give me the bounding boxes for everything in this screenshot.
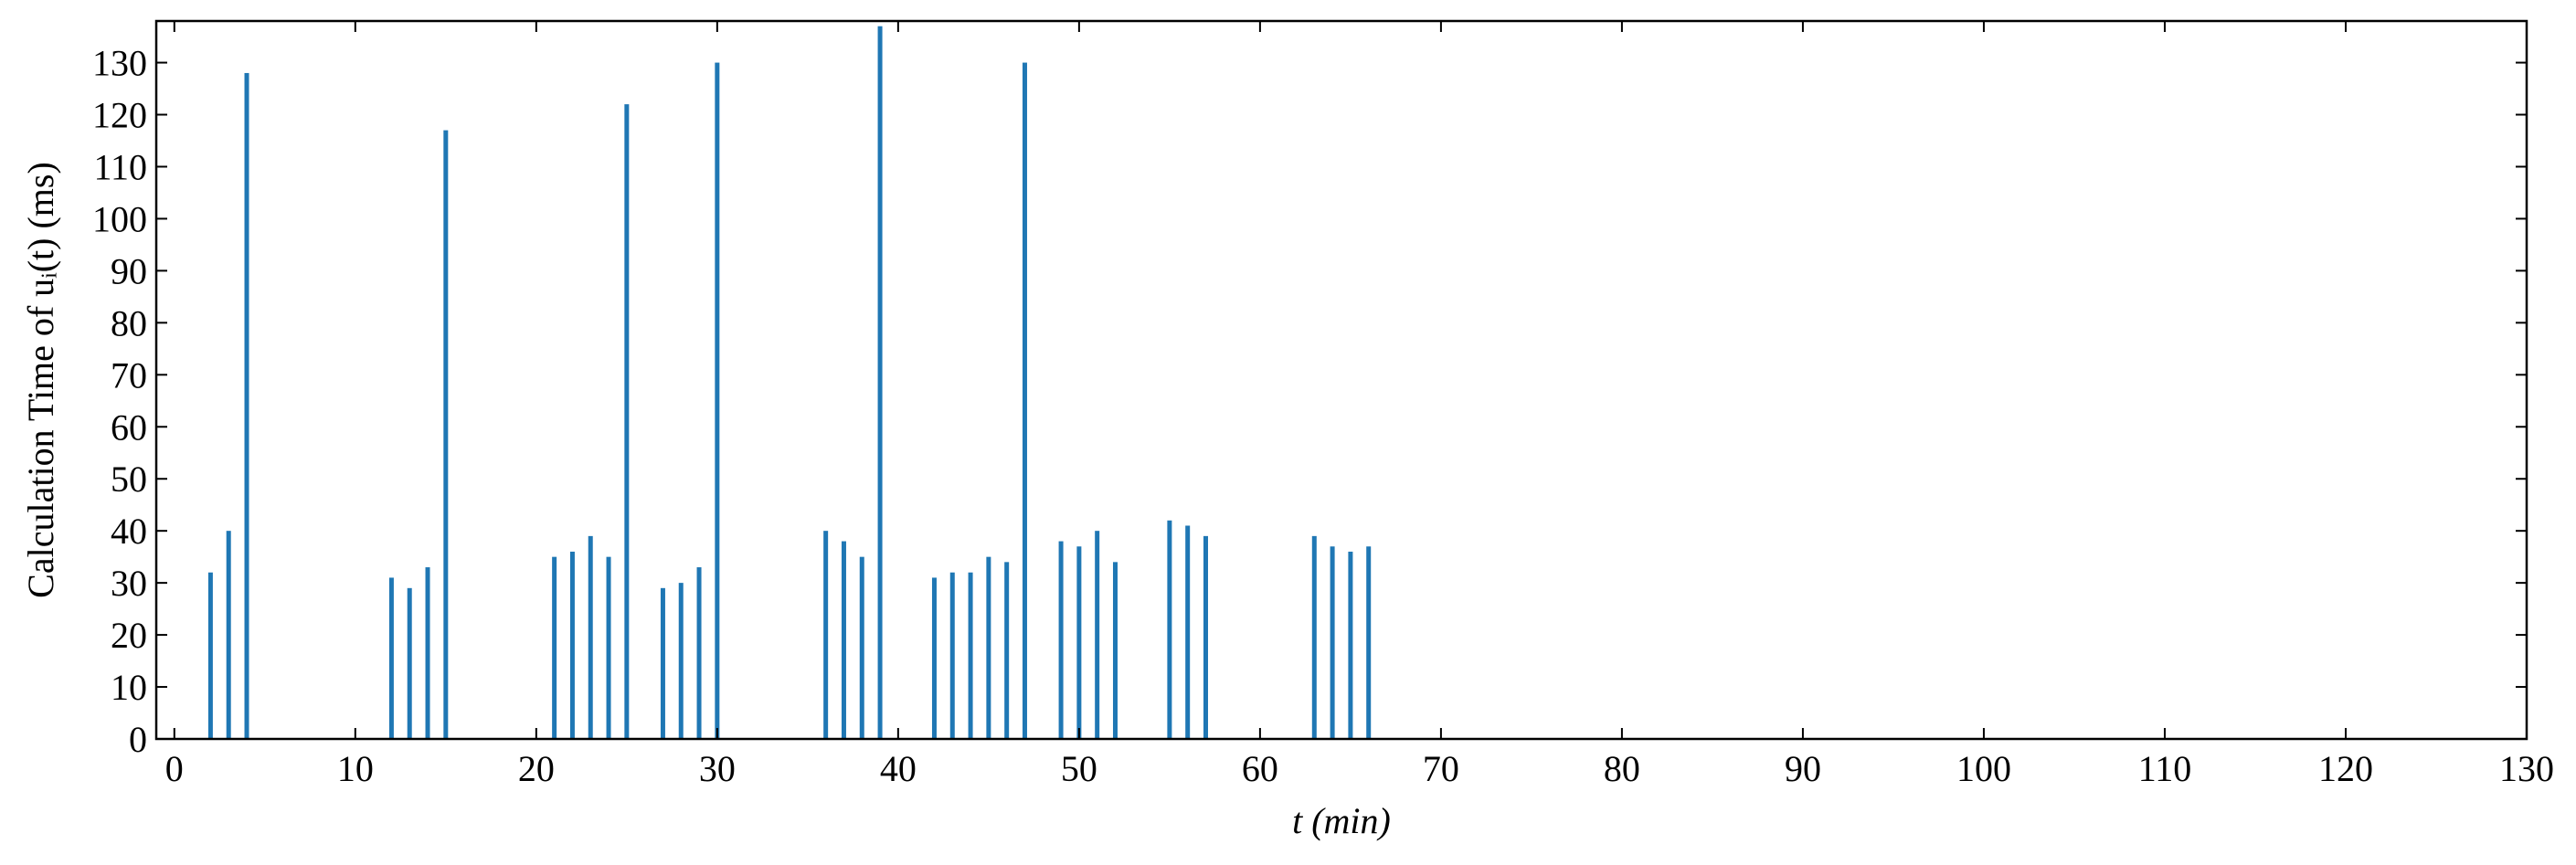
x-tick-label: 80	[1604, 748, 1640, 789]
bar	[1348, 551, 1353, 739]
bar	[1330, 546, 1335, 739]
bar	[841, 541, 846, 739]
y-tick-label: 110	[93, 146, 147, 187]
bar	[226, 531, 231, 739]
y-tick-label: 130	[92, 43, 147, 84]
y-tick-label: 60	[111, 406, 147, 448]
y-tick-label: 100	[92, 198, 147, 239]
bar	[877, 26, 883, 739]
bar	[823, 531, 829, 739]
y-axis-label: Calculation Time of uᵢ(t) (ms)	[20, 162, 61, 598]
y-tick-label: 80	[111, 302, 147, 343]
bar	[1076, 546, 1082, 739]
bar	[443, 130, 449, 739]
bar	[425, 567, 430, 739]
bar	[931, 577, 937, 739]
bar	[407, 587, 412, 739]
bar	[859, 556, 864, 739]
x-tick-label: 60	[1242, 748, 1278, 789]
x-tick-label: 10	[337, 748, 374, 789]
y-tick-label: 20	[111, 615, 147, 656]
y-tick-label: 30	[111, 563, 147, 604]
bar	[1058, 541, 1064, 739]
bar	[569, 551, 575, 739]
x-tick-label: 110	[2138, 748, 2192, 789]
bar	[986, 556, 991, 739]
x-tick-label: 50	[1061, 748, 1097, 789]
bar	[1311, 535, 1317, 739]
bar	[678, 583, 684, 739]
bar	[207, 572, 213, 739]
bar	[949, 572, 955, 739]
bar	[388, 577, 394, 739]
bar	[1366, 546, 1372, 739]
bar	[715, 62, 720, 740]
y-tick-label: 40	[111, 511, 147, 552]
x-tick-label: 120	[2318, 748, 2373, 789]
bar	[552, 556, 557, 739]
x-tick-label: 100	[1956, 748, 2011, 789]
y-tick-label: 0	[129, 719, 147, 760]
y-tick-label: 90	[111, 250, 147, 291]
bar	[1112, 562, 1118, 739]
bar	[1203, 535, 1208, 739]
bar	[1095, 531, 1100, 739]
y-tick-label: 120	[92, 95, 147, 136]
bar	[1167, 520, 1172, 739]
bar	[606, 556, 611, 739]
x-tick-label: 30	[699, 748, 736, 789]
bar	[1004, 562, 1010, 739]
bar	[968, 572, 973, 739]
x-tick-label: 130	[2499, 748, 2554, 789]
y-tick-label: 70	[111, 354, 147, 396]
plot-frame	[154, 19, 2528, 741]
y-tick-label: 50	[111, 459, 147, 500]
x-tick-label: 0	[165, 748, 184, 789]
bar	[244, 72, 249, 739]
bar	[624, 104, 630, 739]
x-tick-label: 70	[1423, 748, 1459, 789]
bar	[696, 567, 702, 739]
bar	[660, 587, 665, 739]
bar	[588, 535, 593, 739]
y-tick-label: 10	[111, 667, 147, 708]
x-axis-label: t (min)	[1292, 800, 1391, 841]
x-tick-label: 90	[1785, 748, 1821, 789]
x-tick-label: 40	[880, 748, 917, 789]
bar	[1185, 525, 1191, 739]
bar	[1022, 62, 1027, 740]
x-tick-label: 20	[518, 748, 555, 789]
